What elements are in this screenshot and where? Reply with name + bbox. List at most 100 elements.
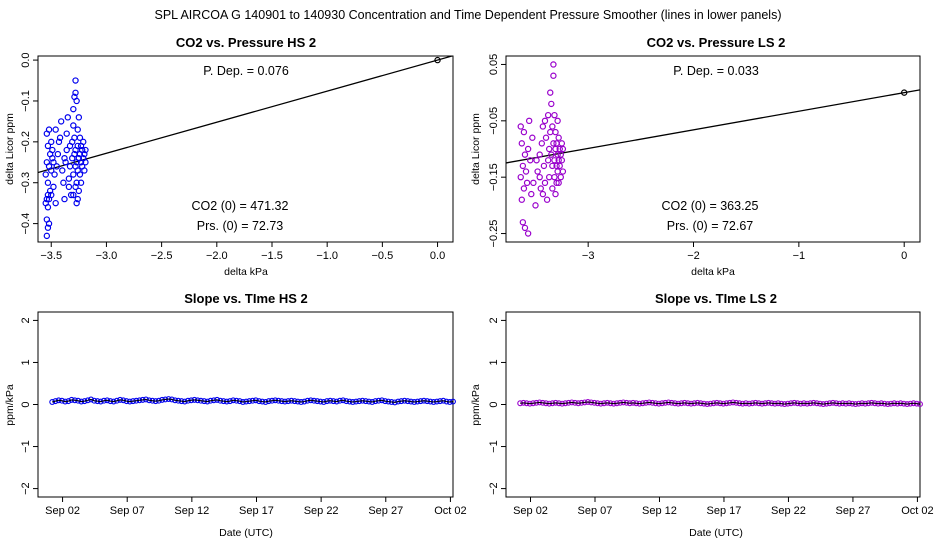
data-point xyxy=(72,183,79,191)
data-point xyxy=(551,173,558,181)
data-point xyxy=(50,183,57,191)
y-axis-label: delta Licor ppm xyxy=(4,113,16,185)
data-point xyxy=(82,159,89,166)
panel-title: Slope vs. TIme LS 2 xyxy=(655,291,777,306)
data-point xyxy=(552,145,559,153)
data-point xyxy=(51,171,58,178)
scatter-x-tick-label: −0.5 xyxy=(372,250,394,262)
data-point xyxy=(527,157,534,164)
data-point xyxy=(549,162,556,170)
prs-zero-annotation: Prs. (0) = 72.73 xyxy=(197,219,284,233)
data-point xyxy=(523,179,531,187)
scatter-x-tick-label: −3.5 xyxy=(40,250,62,262)
data-point xyxy=(517,123,524,130)
time-y-tick-label: 1 xyxy=(488,359,500,365)
scatter-x-tick-label: −2.5 xyxy=(151,250,173,262)
data-point xyxy=(559,168,567,175)
data-point xyxy=(44,179,52,186)
data-point xyxy=(81,167,88,174)
time-x-tick-label: Sep 07 xyxy=(110,505,145,517)
data-point xyxy=(74,126,81,133)
scatter-x-tick-label: 0.0 xyxy=(430,250,445,262)
data-point xyxy=(65,183,73,191)
time-y-tick-label: −2 xyxy=(488,482,500,495)
panel-title: Slope vs. TIme HS 2 xyxy=(184,291,308,306)
data-point xyxy=(544,157,552,164)
data-point xyxy=(547,89,554,96)
data-point xyxy=(82,146,89,154)
time-x-tick-label: Oct 02 xyxy=(901,505,933,517)
time-y-tick-label: 2 xyxy=(20,317,32,323)
data-point xyxy=(61,154,68,162)
data-point xyxy=(552,128,559,136)
data-point xyxy=(552,190,559,198)
data-point xyxy=(522,168,530,175)
data-point xyxy=(67,191,75,199)
panel-co2-vs-pressure-ls: CO2 vs. Pressure LS 2 delta kPa delta Li… xyxy=(470,35,921,278)
time-x-tick-label: Sep 27 xyxy=(835,505,870,517)
time-x-tick-label: Sep 17 xyxy=(707,505,742,517)
data-point xyxy=(524,230,532,237)
scatter-y-tick-label: −0.3 xyxy=(20,172,32,194)
time-x-tick-label: Sep 27 xyxy=(368,505,403,517)
data-point xyxy=(519,162,527,170)
time-x-tick-label: Oct 02 xyxy=(434,505,466,517)
data-point xyxy=(42,199,49,207)
x-axis-label: delta kPa xyxy=(224,266,268,278)
data-point xyxy=(543,196,551,203)
co2-zero-annotation: CO2 (0) = 363.25 xyxy=(662,199,759,213)
scatter-x-tick-label: −3 xyxy=(582,250,595,262)
scatter-x-tick-label: 0 xyxy=(901,250,907,262)
time-x-tick-label: Sep 12 xyxy=(174,505,209,517)
plot-area xyxy=(38,56,453,240)
data-point xyxy=(64,114,72,121)
plot-frame xyxy=(505,55,921,243)
pdep-annotation: P. Dep. = 0.076 xyxy=(203,64,289,78)
data-point xyxy=(551,157,558,164)
data-point xyxy=(530,179,537,187)
data-point xyxy=(113,397,120,404)
scatter-y-tick-label: −0.4 xyxy=(20,213,32,235)
data-point xyxy=(70,122,77,129)
data-point xyxy=(53,163,60,170)
data-point xyxy=(548,151,555,158)
data-point xyxy=(63,130,70,137)
data-point xyxy=(525,117,533,125)
data-point xyxy=(70,171,77,178)
data-point xyxy=(545,145,553,153)
scatter-x-tick-label: −2 xyxy=(687,250,700,262)
data-point xyxy=(549,123,556,130)
data-point xyxy=(555,157,562,164)
smoother-line xyxy=(52,398,454,403)
data-point xyxy=(43,159,51,166)
reference-point xyxy=(434,56,441,64)
data-point xyxy=(52,199,59,207)
data-point xyxy=(551,111,558,119)
data-point xyxy=(76,134,84,141)
data-point xyxy=(558,140,566,147)
data-point xyxy=(547,128,554,136)
scatter-x-tick-label: −1 xyxy=(793,250,806,262)
data-point xyxy=(554,168,561,175)
panel-co2-vs-pressure-hs: CO2 vs. Pressure HS 2 delta kPa delta Li… xyxy=(4,35,454,278)
data-point xyxy=(537,185,544,192)
data-point xyxy=(70,191,77,199)
panel-slope-vs-time-hs: Slope vs. TIme HS 2 Date (UTC) ppm/kPa S… xyxy=(4,291,467,539)
data-point xyxy=(75,187,83,195)
data-point xyxy=(524,145,532,153)
data-point xyxy=(61,195,68,203)
data-point xyxy=(529,134,536,141)
data-point xyxy=(60,179,67,186)
data-point xyxy=(556,162,563,170)
scatter-y-tick-label: 0.0 xyxy=(20,52,32,67)
data-point xyxy=(52,126,59,133)
data-point xyxy=(520,185,528,192)
data-point xyxy=(70,105,77,113)
data-point xyxy=(66,163,74,170)
data-point xyxy=(539,123,547,130)
data-point xyxy=(45,126,53,133)
data-point xyxy=(557,151,564,158)
data-point xyxy=(544,111,552,119)
data-point xyxy=(550,72,557,79)
scatter-y-tick-label: −0.15 xyxy=(488,163,500,191)
